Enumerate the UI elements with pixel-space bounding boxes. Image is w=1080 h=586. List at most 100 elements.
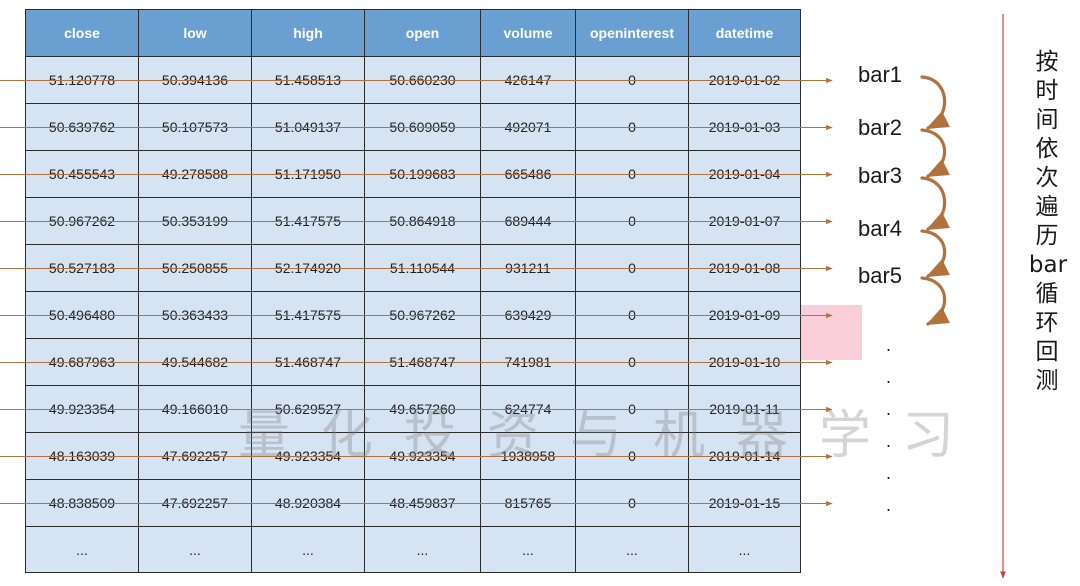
cell-close: 51.120778 (25, 56, 139, 104)
table-row: 48.838509 47.692257 48.920384 48.459837 8157… (25, 479, 801, 527)
cell-ellipsis: ... (480, 526, 576, 573)
cell-close: 49.923354 (25, 385, 139, 433)
header-datetime: datetime (688, 9, 801, 57)
cell-high: 51.049137 (251, 103, 365, 151)
cell-high: 48.920384 (251, 479, 365, 527)
cell-datetime: 2019-01-04 (688, 150, 801, 198)
continuation-dot: . (886, 463, 892, 483)
side-text-char: 环 (1035, 310, 1059, 336)
header-high: high (251, 9, 365, 57)
cell-datetime: 2019-01-09 (688, 291, 801, 339)
bar-label-3: bar3 (858, 163, 903, 188)
side-text-char: 遍 (1035, 194, 1059, 220)
cell-openinterest: 0 (575, 56, 689, 104)
header-low: low (138, 9, 252, 57)
cell-open: 51.468747 (364, 338, 481, 386)
cell-high: 51.458513 (251, 56, 365, 104)
cell-open: 50.864918 (364, 197, 481, 245)
continuation-dot: . (886, 399, 892, 419)
cell-ellipsis: ... (251, 526, 365, 573)
cell-volume: 815765 (480, 479, 576, 527)
cell-close: 48.838509 (25, 479, 139, 527)
continuation-dot: . (886, 431, 892, 451)
side-text-bar: bar (1028, 252, 1068, 278)
cell-open: 51.110544 (364, 244, 481, 292)
table-row: 49.687963 49.544682 51.468747 51.468747 7419… (25, 338, 801, 386)
cell-datetime: 2019-01-07 (688, 197, 801, 245)
table-row: 51.120778 50.394136 51.458513 50.660230 4261… (25, 56, 801, 104)
cell-low: 49.544682 (138, 338, 252, 386)
cell-ellipsis: ... (25, 526, 139, 573)
cell-openinterest: 0 (575, 338, 689, 386)
cell-low: 50.107573 (138, 103, 252, 151)
cell-datetime: 2019-01-02 (688, 56, 801, 104)
cell-volume: 931211 (480, 244, 576, 292)
cell-datetime: 2019-01-10 (688, 338, 801, 386)
side-text-char: 依 (1035, 136, 1059, 162)
cell-volume: 741981 (480, 338, 576, 386)
cell-ellipsis: ... (364, 526, 481, 573)
cell-openinterest: 0 (575, 291, 689, 339)
cell-volume: 426147 (480, 56, 576, 104)
cell-low: 50.353199 (138, 197, 252, 245)
watermark-text: 量化投资与机器学习 (238, 406, 986, 466)
table-row: 50.967262 50.353199 51.417575 50.864918 6894… (25, 197, 801, 245)
cell-close: 50.967262 (25, 197, 139, 245)
cell-close: 50.639762 (25, 103, 139, 151)
cell-volume: 665486 (480, 150, 576, 198)
cell-openinterest: 0 (575, 150, 689, 198)
bar-label-2: bar2 (858, 115, 903, 140)
table-row: 50.455543 49.278588 51.171950 50.199683 6654… (25, 150, 801, 198)
header-row: close low high open volume openinterest … (25, 9, 801, 57)
table-row: 50.639762 50.107573 51.049137 50.609059 4920… (25, 103, 801, 151)
cell-high: 51.417575 (251, 197, 365, 245)
cell-low: 49.278588 (138, 150, 252, 198)
cell-openinterest: 0 (575, 244, 689, 292)
side-text-char: 回 (1035, 339, 1059, 365)
cell-volume: 689444 (480, 197, 576, 245)
header-openinterest: openinterest (575, 9, 689, 57)
cell-open: 50.199683 (364, 150, 481, 198)
cell-openinterest: 0 (575, 479, 689, 527)
cell-low: 50.250855 (138, 244, 252, 292)
table-row: 50.496480 50.363433 51.417575 50.967262 6394… (25, 291, 801, 339)
cell-ellipsis: ... (688, 526, 801, 573)
cell-high: 52.174920 (251, 244, 365, 292)
cell-open: 50.967262 (364, 291, 481, 339)
cell-open: 48.459837 (364, 479, 481, 527)
cell-open: 50.660230 (364, 56, 481, 104)
cell-low: 47.692257 (138, 432, 252, 480)
cell-volume: 492071 (480, 103, 576, 151)
cell-volume: 639429 (480, 291, 576, 339)
cell-low: 50.394136 (138, 56, 252, 104)
side-text-char: 间 (1035, 107, 1059, 133)
data-table: close low high open volume openinterest … (25, 9, 801, 573)
header-open: open (364, 9, 481, 57)
cell-close: 50.455543 (25, 150, 139, 198)
side-text-char: 测 (1035, 368, 1059, 394)
cell-datetime: 2019-01-03 (688, 103, 801, 151)
table-row: 50.527183 50.250855 52.174920 51.110544 9312… (25, 244, 801, 292)
side-text-char: 循 (1035, 281, 1059, 307)
cell-close: 48.163039 (25, 432, 139, 480)
continuation-dot: . (886, 495, 892, 515)
cell-datetime: 2019-01-08 (688, 244, 801, 292)
cell-high: 51.417575 (251, 291, 365, 339)
side-text-char: 按 (1035, 49, 1059, 75)
side-text-char: 历 (1035, 223, 1059, 249)
cell-openinterest: 0 (575, 197, 689, 245)
header-volume: volume (480, 9, 576, 57)
cell-high: 51.171950 (251, 150, 365, 198)
cell-datetime: 2019-01-15 (688, 479, 801, 527)
side-text-char: 次 (1035, 165, 1059, 191)
bar-label-4: bar4 (858, 216, 903, 241)
continuation-dot: . (886, 335, 892, 355)
cell-low: 49.166010 (138, 385, 252, 433)
cell-openinterest: 0 (575, 103, 689, 151)
cell-ellipsis: ... (138, 526, 252, 573)
cell-high: 51.468747 (251, 338, 365, 386)
cell-close: 50.496480 (25, 291, 139, 339)
cell-low: 50.363433 (138, 291, 252, 339)
cell-open: 50.609059 (364, 103, 481, 151)
